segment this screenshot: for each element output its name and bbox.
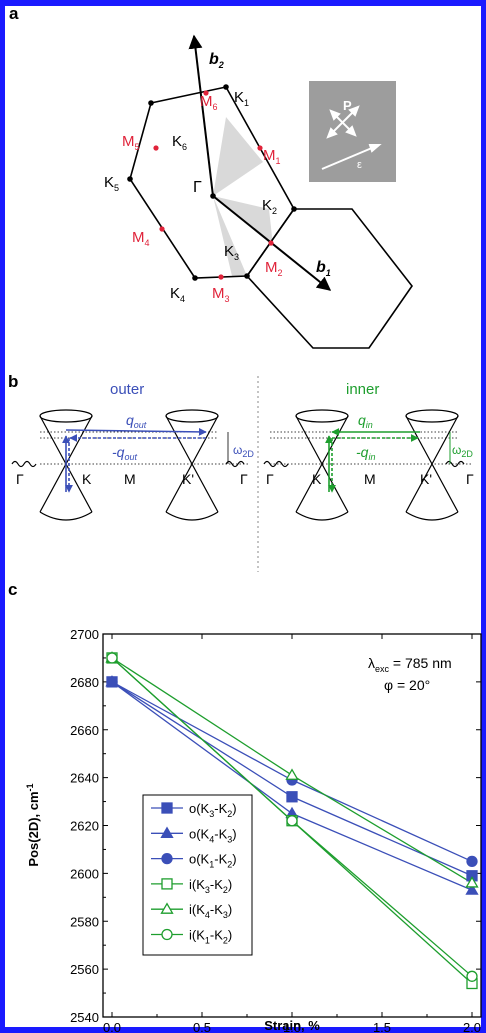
polarization-inset: P ε <box>309 81 396 182</box>
label-b2: b2 <box>209 51 224 70</box>
label-M3: M3 <box>212 285 230 304</box>
label-gamma-3: Γ <box>266 471 274 487</box>
label-K4: K4 <box>170 285 185 304</box>
label-M6: M6 <box>200 93 218 112</box>
y-axis-label: Pos(2D), cm-1 <box>25 783 41 866</box>
legend-marker <box>161 878 173 890</box>
panel-c-letter: c <box>8 580 18 599</box>
legend-label-o(K3-K2): o(K3-K2) <box>189 801 237 819</box>
data-point-i(K4-K3) <box>285 768 299 780</box>
x-tick-label: 2.0 <box>463 1020 481 1033</box>
minus-q-out-label: -qout <box>112 444 137 462</box>
label-M-outer: M <box>124 471 136 487</box>
label-K5: K5 <box>104 174 119 193</box>
label-K6: K6 <box>172 133 187 152</box>
wedge-1 <box>213 117 263 196</box>
data-point-o(K1-K2) <box>106 676 118 688</box>
legend-marker <box>161 802 173 814</box>
y-tick-label: 2580 <box>70 914 99 929</box>
x-axis-label: Strain, % <box>264 1018 320 1033</box>
label-Kp-outer: K' <box>182 471 194 487</box>
label-M4: M4 <box>132 229 150 248</box>
label-K-outer: K <box>82 471 92 487</box>
label-gamma-2: Γ <box>240 471 248 487</box>
label-M-inner: M <box>364 471 376 487</box>
legend-label-i(K3-K2): i(K3-K2) <box>189 877 232 895</box>
label-b1: b1 <box>316 259 331 278</box>
data-point-o(K4-K3) <box>465 883 479 895</box>
y-tick-label: 2700 <box>70 627 99 642</box>
legend-marker <box>161 852 173 865</box>
label-K3: K3 <box>224 243 239 262</box>
q-in-label: qin <box>358 412 373 430</box>
legend-label-o(K1-K2): o(K1-K2) <box>189 852 237 870</box>
y-tick-label: 2620 <box>70 819 99 834</box>
legend-marker <box>160 902 174 914</box>
inset-epsilon: ε <box>357 159 362 171</box>
x-tick-label: 0.0 <box>103 1020 121 1033</box>
data-point-i(K1-K2) <box>466 970 478 982</box>
annotation-lambda: λexc = 785 nm <box>368 655 452 674</box>
outer-title: outer <box>110 381 144 398</box>
panel-a-letter: a <box>9 4 19 23</box>
y-tick-label: 2600 <box>70 866 99 881</box>
panel-a-brillouin-zone: K1 K2 K3 K4 K5 K6 Γ M6 M1 M2 M3 M4 M5 b2… <box>104 34 413 349</box>
label-K1: K1 <box>234 89 249 108</box>
q-out-label: qout <box>126 412 147 430</box>
inner-title: inner <box>346 381 379 398</box>
label-M1: M1 <box>263 147 281 166</box>
legend-label-i(K1-K2): i(K1-K2) <box>189 928 232 946</box>
label-M2: M2 <box>265 259 283 278</box>
data-point-o(K1-K2) <box>466 855 478 868</box>
y-tick-label: 2660 <box>70 723 99 738</box>
y-tick-label: 2540 <box>70 1010 99 1025</box>
wedge-3 <box>213 196 247 276</box>
x-tick-label: 0.5 <box>193 1020 211 1033</box>
minus-q-in-label: -qin <box>356 444 375 462</box>
annotation-phi: φ = 20° <box>384 677 430 693</box>
label-K-inner: K <box>312 471 322 487</box>
label-K2: K2 <box>262 197 277 216</box>
legend: o(K3-K2) o(K4-K3) o(K1-K2) i(K3-K2) i(K4-K3)… <box>142 794 253 956</box>
x-tick-label: 1.5 <box>373 1020 391 1033</box>
x-tick-label: 1.0 <box>283 1020 301 1033</box>
label-Kp-inner: K' <box>420 471 432 487</box>
omega-2d-outer: ω2D <box>233 443 254 459</box>
inset-P: P <box>343 98 352 113</box>
data-point-i(K1-K2) <box>286 815 298 827</box>
panel-b-band-diagram: outer inner qout -qout ω2D qin -qin ω2D … <box>11 376 474 572</box>
label-Gamma: Γ <box>193 179 202 196</box>
label-gamma-1: Γ <box>16 471 24 487</box>
legend-label-o(K4-K3): o(K4-K3) <box>189 826 237 844</box>
y-tick-label: 2560 <box>70 962 99 977</box>
plot-frame <box>102 633 482 1018</box>
panel-b-letter: b <box>8 372 19 391</box>
omega-2d-inner: ω2D <box>452 443 473 459</box>
label-M5: M5 <box>122 133 140 152</box>
data-point-i(K4-K3) <box>465 876 479 888</box>
y-tick-label: 2680 <box>70 675 99 690</box>
y-tick-label: 2640 <box>70 771 99 786</box>
data-point-o(K3-K2) <box>286 791 298 803</box>
legend-marker <box>160 826 174 838</box>
label-gamma-4: Γ <box>466 471 474 487</box>
legend-label-i(K4-K3): i(K4-K3) <box>189 902 232 920</box>
vector-b2 <box>188 34 214 197</box>
legend-marker <box>161 928 173 941</box>
data-point-i(K1-K2) <box>106 652 118 664</box>
